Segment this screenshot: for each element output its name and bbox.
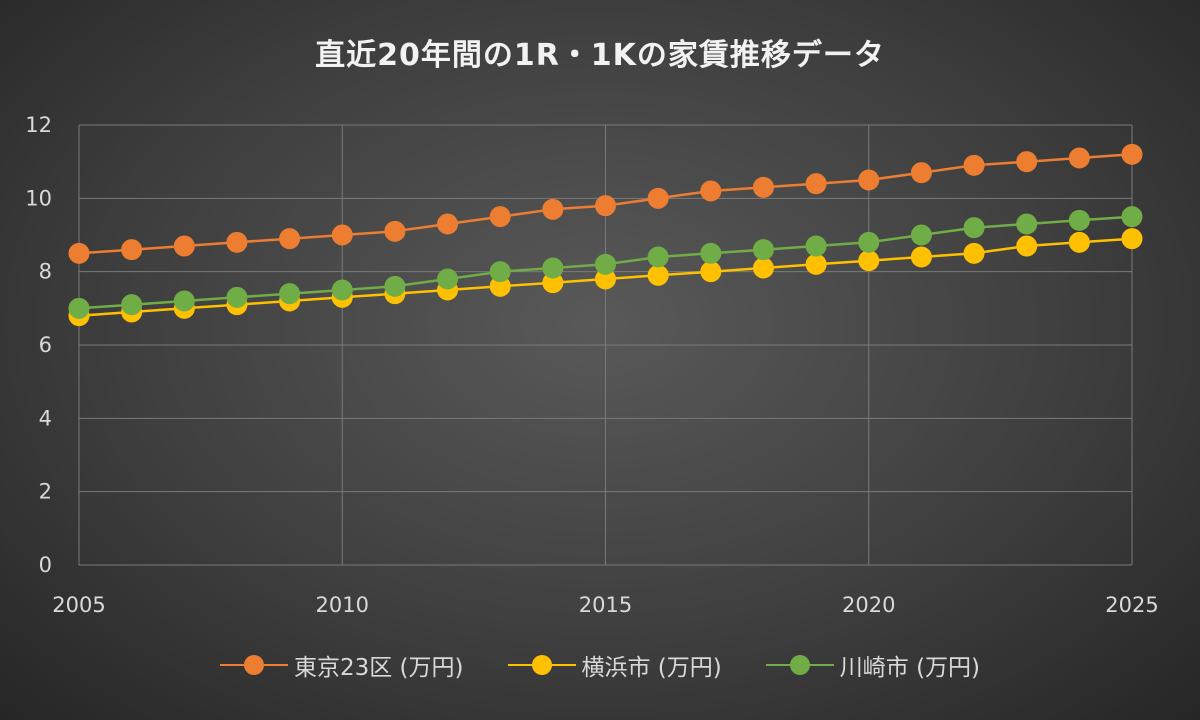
data-point-series-1 <box>331 224 353 246</box>
data-point-series-1 <box>384 220 406 242</box>
legend: 東京23区 (万円) 横浜市 (万円) 川崎市 (万円) <box>0 648 1200 682</box>
data-point-series-3 <box>279 283 301 305</box>
data-point-series-1 <box>1068 147 1090 169</box>
data-point-series-2 <box>1016 235 1038 257</box>
legend-label: 東京23区 (万円) <box>293 655 464 681</box>
x-tick-label: 2010 <box>316 593 369 617</box>
data-point-series-1 <box>173 235 195 257</box>
data-point-series-3 <box>68 297 90 319</box>
data-point-series-3 <box>700 242 722 264</box>
data-point-series-1 <box>279 228 301 250</box>
data-point-series-3 <box>489 261 511 283</box>
data-point-series-3 <box>1121 206 1143 228</box>
legend-label: 横浜市 (万円) <box>581 655 722 681</box>
data-point-series-2 <box>1121 228 1143 250</box>
data-point-series-1 <box>437 213 459 235</box>
data-point-series-2 <box>963 242 985 264</box>
y-tick-label: 0 <box>39 553 52 577</box>
x-tick-label: 2005 <box>52 593 105 617</box>
data-point-series-3 <box>226 286 248 308</box>
legend-item-1: 東京23区 (万円) <box>219 648 464 682</box>
data-point-series-2 <box>752 257 774 279</box>
y-tick-label: 6 <box>39 333 52 357</box>
data-point-series-1 <box>1121 143 1143 165</box>
y-tick-label: 2 <box>39 480 52 504</box>
data-point-series-3 <box>858 231 880 253</box>
data-point-series-2 <box>858 250 880 272</box>
data-point-series-3 <box>437 268 459 290</box>
data-point-series-1 <box>489 206 511 228</box>
data-point-series-1 <box>963 154 985 176</box>
data-point-series-3 <box>384 275 406 297</box>
data-point-series-1 <box>542 198 564 220</box>
data-point-series-2 <box>1068 231 1090 253</box>
data-point-series-1 <box>805 173 827 195</box>
legend-marker-icon <box>507 655 576 675</box>
legend-label: 川崎市 (万円) <box>839 655 981 681</box>
data-point-series-3 <box>963 217 985 239</box>
data-point-series-3 <box>647 246 669 268</box>
y-tick-label: 4 <box>39 406 52 430</box>
data-point-series-2 <box>910 246 932 268</box>
data-point-series-1 <box>752 176 774 198</box>
data-point-series-2 <box>647 264 669 286</box>
data-point-series-1 <box>1016 151 1038 173</box>
data-point-series-2 <box>700 261 722 283</box>
y-tick-label: 8 <box>39 260 52 284</box>
data-point-series-3 <box>542 257 564 279</box>
legend-marker-icon <box>219 655 288 675</box>
legend-item-3: 川崎市 (万円) <box>765 648 981 682</box>
x-tick-label: 2015 <box>579 593 632 617</box>
data-point-series-3 <box>121 294 143 316</box>
data-point-series-1 <box>700 180 722 202</box>
data-point-series-3 <box>1068 209 1090 231</box>
data-point-series-1 <box>121 239 143 261</box>
chart-title: 直近20年間の1R・1Kの家賃推移データ <box>315 38 885 73</box>
y-tick-label: 10 <box>25 186 52 210</box>
data-point-series-3 <box>1016 213 1038 235</box>
data-point-series-1 <box>910 162 932 184</box>
x-tick-label: 2020 <box>842 593 895 617</box>
legend-marker-icon <box>765 655 834 675</box>
data-point-series-3 <box>595 253 616 275</box>
data-point-series-3 <box>331 279 353 301</box>
data-point-series-3 <box>805 235 827 257</box>
data-point-series-1 <box>858 169 880 191</box>
data-point-series-3 <box>910 224 932 246</box>
data-point-series-1 <box>68 242 90 264</box>
data-point-series-2 <box>805 253 827 275</box>
data-point-series-3 <box>752 239 774 261</box>
data-point-series-3 <box>173 290 195 312</box>
data-point-series-1 <box>226 231 248 253</box>
y-tick-label: 12 <box>25 113 52 137</box>
data-point-series-1 <box>647 187 669 209</box>
data-point-series-1 <box>595 195 616 217</box>
legend-item-2: 横浜市 (万円) <box>507 648 722 682</box>
x-tick-label: 2025 <box>1105 593 1158 617</box>
